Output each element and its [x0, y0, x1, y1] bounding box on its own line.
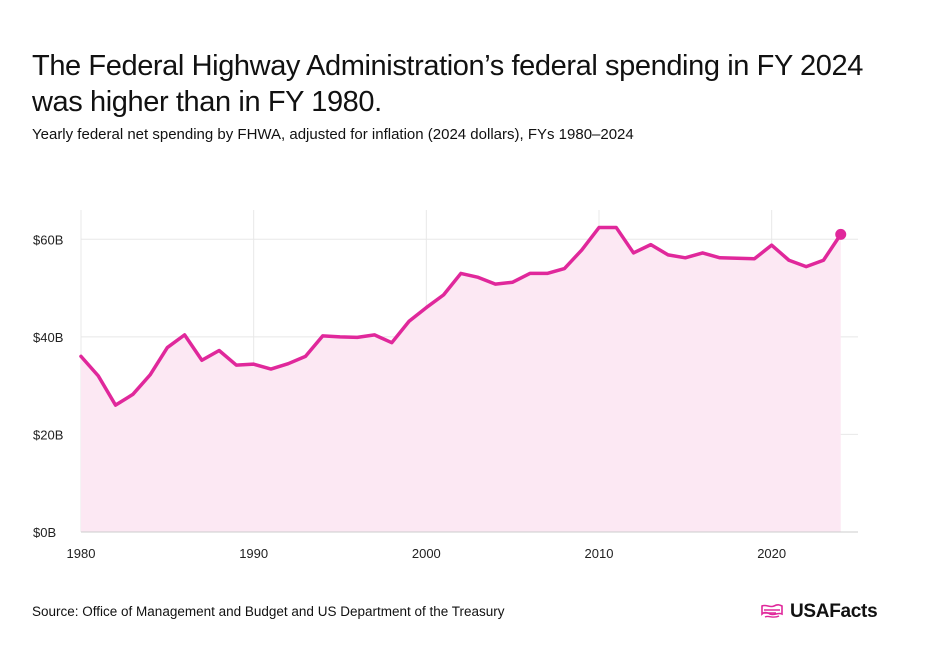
y-tick-label: $20B — [33, 427, 63, 442]
y-tick-label: $0B — [33, 525, 56, 540]
series-line — [79, 225, 843, 407]
area-fill — [81, 227, 841, 532]
source-note: Source: Office of Management and Budget … — [32, 604, 505, 619]
x-tick-label: 2020 — [757, 546, 786, 561]
x-tick-label: 2000 — [412, 546, 441, 561]
chart-subtitle: Yearly federal net spending by FHWA, adj… — [32, 126, 634, 143]
x-tick-label: 1980 — [67, 546, 96, 561]
x-tick-label: 1990 — [239, 546, 268, 561]
brand-name: USAFacts — [790, 601, 878, 622]
y-tick-label: $60B — [33, 232, 63, 247]
usafacts-logo: USAFacts — [760, 601, 878, 623]
y-tick-label: $40B — [33, 330, 63, 345]
chart-title: The Federal Highway Administration’s fed… — [32, 50, 863, 118]
x-tick-label: 2010 — [585, 546, 614, 561]
end-point-marker — [835, 228, 847, 240]
flag-icon — [761, 604, 783, 618]
